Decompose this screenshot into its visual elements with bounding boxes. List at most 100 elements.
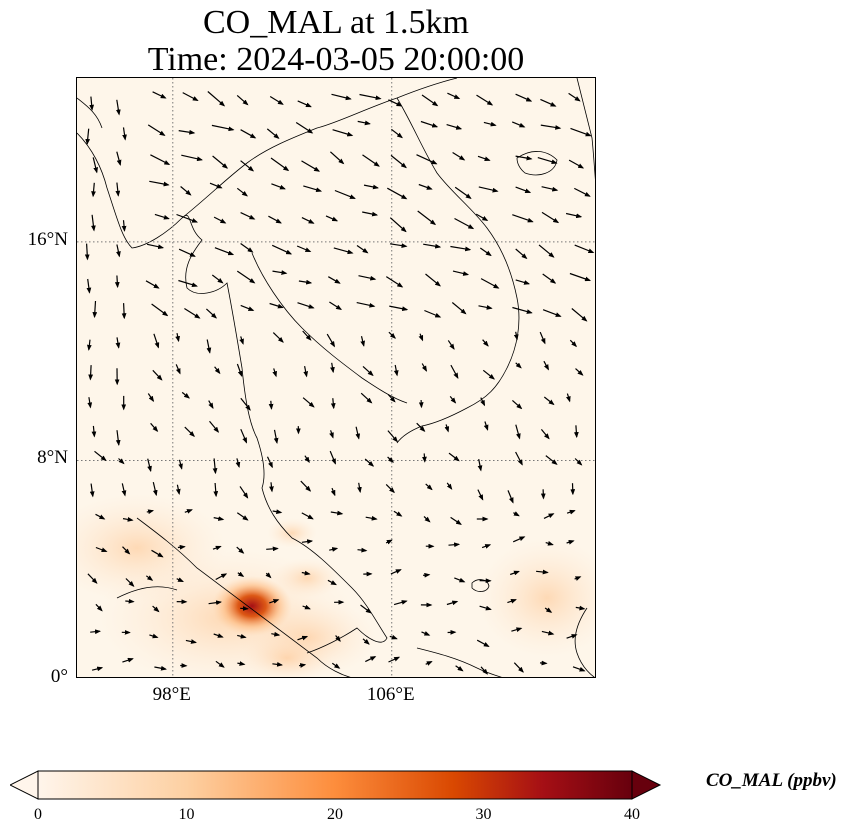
wind-vector-143 (302, 330, 312, 341)
wind-vector-123 (205, 308, 217, 319)
wind-vector-193 (273, 429, 279, 444)
wind-vector-3 (182, 92, 199, 102)
wind-vector-277 (237, 571, 245, 577)
wind-vector-79 (417, 210, 437, 226)
wind-vector-179 (360, 392, 373, 404)
wind-vector-62 (418, 183, 433, 190)
wind-vector-153 (88, 365, 94, 381)
wind-vector-274 (145, 575, 154, 581)
wind-vector-142 (272, 332, 284, 343)
wind-vector-81 (475, 213, 489, 221)
wind-vector-129 (389, 305, 409, 312)
wind-vector-206 (147, 458, 152, 473)
wind-vector-35 (116, 151, 122, 166)
wind-vector-156 (175, 364, 181, 375)
wind-vector-121 (151, 303, 169, 317)
x-tick-label-0: 98°E (152, 684, 191, 705)
wind-vector-187 (91, 425, 97, 438)
wind-vector-24 (295, 121, 314, 134)
wind-vector-220 (574, 458, 583, 466)
wind-vector-273 (125, 578, 135, 587)
wind-vector-46 (452, 151, 466, 161)
wind-vector-155 (152, 369, 163, 381)
wind-vector-304 (544, 607, 553, 613)
wind-vector-203 (573, 425, 579, 439)
wind-vector-267 (448, 542, 461, 548)
wind-vector-214 (387, 456, 394, 463)
wind-vector-263 (329, 547, 339, 552)
wind-vector-311 (237, 633, 247, 639)
wind-vector-101 (574, 244, 595, 254)
wind-vector-255 (95, 546, 108, 553)
wind-vector-174 (208, 400, 214, 409)
wind-vector-11 (421, 94, 439, 107)
wind-vector-150 (513, 331, 519, 341)
wind-vector-222 (121, 483, 127, 497)
colorbar-tick-3: 30 (475, 806, 492, 823)
wind-vector-310 (213, 633, 224, 638)
wind-vector-276 (215, 573, 228, 581)
wind-vector-127 (329, 301, 343, 311)
wind-vector-225 (213, 482, 219, 498)
wind-vector-312 (271, 631, 281, 637)
wind-vector-104 (145, 280, 160, 289)
wind-vector-98 (479, 247, 492, 257)
y-tick-label-1: 8°N (37, 447, 68, 469)
wind-vector-159 (272, 368, 277, 378)
wind-vector-165 (450, 364, 459, 379)
wind-vector-87 (146, 243, 165, 250)
wind-vector-211 (304, 455, 310, 463)
wind-vector-141 (239, 336, 244, 345)
wind-vector-213 (364, 458, 375, 467)
wind-vector-204 (94, 450, 107, 462)
wind-vector-283 (423, 572, 431, 578)
wind-vector-82 (512, 214, 534, 223)
wind-vector-12 (447, 92, 461, 100)
wind-vector-247 (365, 515, 378, 521)
wind-vector-157 (214, 366, 221, 375)
wind-vector-335 (455, 665, 464, 672)
wind-vector-15 (540, 98, 557, 107)
wind-vector-339 (572, 666, 586, 672)
wind-vector-275 (176, 577, 184, 583)
wind-vector-324 (122, 657, 134, 663)
wind-vector-269 (512, 536, 526, 543)
wind-vector-316 (389, 634, 398, 640)
map-title-time: Time: 2024-03-05 20:00:00 (147, 41, 525, 78)
wind-vector-108 (272, 270, 288, 275)
wind-vector-198 (416, 422, 426, 432)
wind-vector-302 (479, 605, 492, 611)
wind-vector-185 (543, 396, 555, 406)
wind-vector-126 (297, 302, 315, 309)
wind-vector-333 (388, 656, 401, 663)
wind-vector-44 (390, 154, 407, 169)
wind-vector-205 (118, 458, 125, 465)
wind-vector-291 (152, 605, 160, 613)
wind-vector-40 (270, 157, 290, 172)
wind-vector-92 (296, 245, 312, 253)
wind-vector-278 (265, 572, 272, 579)
wind-vector-196 (355, 426, 361, 440)
wind-vector-243 (236, 512, 249, 521)
wind-vector-177 (302, 397, 315, 408)
wind-vector-14 (515, 93, 533, 102)
colorbar-tick-0: 0 (34, 806, 42, 823)
wind-vector-13 (476, 94, 494, 106)
wind-vector-68 (91, 214, 96, 232)
wind-vector-257 (151, 549, 164, 558)
wind-vector-45 (416, 154, 438, 165)
wind-vector-25 (332, 129, 354, 137)
wind-vector-20 (178, 129, 196, 135)
wind-vector-58 (303, 185, 323, 193)
wind-vector-115 (480, 278, 500, 289)
wind-vector-70 (154, 213, 170, 220)
wind-vector-210 (266, 456, 273, 469)
wind-vector-160 (303, 365, 309, 378)
wind-vector-130 (424, 309, 442, 318)
wind-vector-50 (568, 159, 585, 169)
wind-vector-224 (175, 484, 181, 495)
wind-vector-1 (115, 99, 121, 116)
wind-vector-271 (566, 540, 575, 545)
wind-vector-57 (271, 183, 286, 190)
wind-vector-120 (121, 303, 127, 320)
